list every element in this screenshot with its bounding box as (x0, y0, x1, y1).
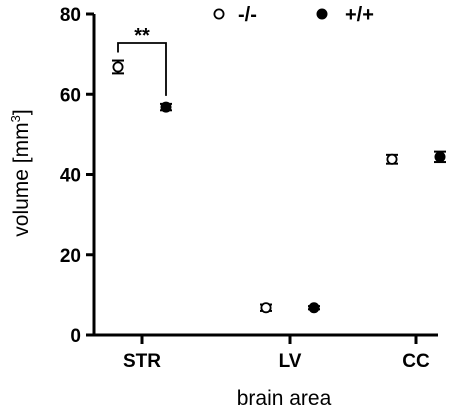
data-point-open (112, 61, 124, 73)
axes (92, 14, 438, 337)
significance-bracket (117, 42, 167, 96)
y-tick-label: 40 (60, 166, 81, 187)
data-point-filled (308, 302, 320, 314)
legend-label: -/- (238, 4, 257, 26)
x-ticks: STR LV CC (123, 335, 430, 372)
x-axis-title: brain area (237, 387, 332, 410)
x-tick-label: LV (279, 351, 302, 372)
legend-label: +/+ (345, 4, 374, 26)
y-tick-label: 0 (70, 326, 81, 347)
data-point-open (260, 302, 272, 314)
y-tick-label: 80 (60, 5, 81, 26)
x-tick-label: CC (402, 351, 430, 372)
y-axis-title: volume [mm3] (8, 109, 33, 236)
y-tick-label: 20 (60, 246, 81, 267)
data-point-filled (434, 151, 446, 163)
y-ticks: 0 20 40 60 80 (60, 5, 94, 347)
legend-marker (213, 8, 225, 20)
significance: ** (117, 25, 167, 96)
significance-label: ** (134, 25, 150, 47)
data-point-filled (160, 101, 172, 113)
legend-marker (316, 8, 328, 20)
legend: -/- +/+ (213, 4, 374, 26)
x-tick-label: STR (123, 351, 161, 372)
data-marks (112, 59, 446, 314)
data-point-open (386, 153, 398, 165)
y-tick-label: 60 (60, 85, 81, 106)
